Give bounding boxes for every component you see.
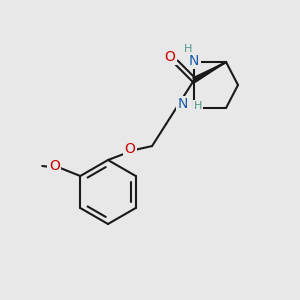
Text: N: N <box>189 54 199 68</box>
Text: N: N <box>178 97 188 111</box>
Text: O: O <box>49 159 60 173</box>
Text: H: H <box>184 44 192 54</box>
Text: H: H <box>194 101 202 111</box>
Text: O: O <box>124 142 136 156</box>
Polygon shape <box>193 62 226 82</box>
Text: O: O <box>165 50 176 64</box>
